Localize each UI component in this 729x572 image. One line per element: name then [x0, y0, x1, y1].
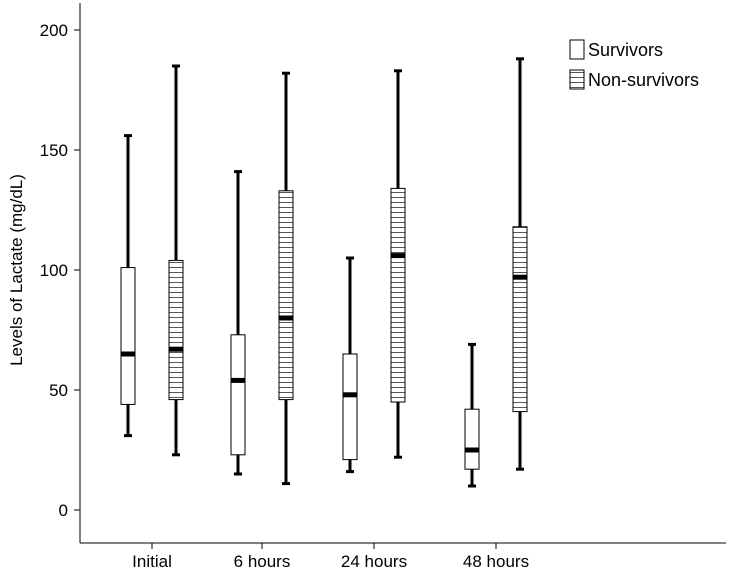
- y-tick-label: 0: [59, 501, 68, 520]
- legend-swatch-non-survivors: [569, 69, 585, 90]
- median-line: [465, 447, 479, 453]
- box-non-survivors-0: [168, 64, 184, 457]
- box-iqr: [464, 408, 480, 470]
- x-tick-label: 24 hours: [341, 552, 407, 571]
- y-tick-label: 50: [49, 381, 68, 400]
- median-line: [513, 274, 527, 280]
- legend-label-survivors: Survivors: [588, 40, 663, 60]
- legend-swatch-survivors: [569, 39, 585, 60]
- box-iqr: [342, 353, 358, 461]
- axes: [79, 3, 726, 544]
- y-ticks: 0 50 100 150 200: [40, 21, 80, 520]
- legend-label-non-survivors: Non-survivors: [588, 70, 699, 90]
- box-survivors-2: [342, 256, 358, 474]
- box-iqr: [390, 187, 406, 403]
- box-survivors-1: [230, 170, 246, 476]
- median-line: [231, 377, 245, 383]
- x-tick-label: Initial: [132, 552, 172, 571]
- box-non-survivors-1: [278, 71, 294, 486]
- box-survivors-0: [120, 134, 136, 438]
- legend: Survivors Non-survivors: [569, 39, 699, 90]
- box-iqr: [278, 190, 294, 401]
- y-tick-label: 200: [40, 21, 68, 40]
- median-line: [279, 315, 293, 321]
- median-line: [343, 392, 357, 398]
- median-line: [169, 346, 183, 352]
- box-iqr: [230, 334, 246, 456]
- boxes: [120, 57, 528, 488]
- median-line: [391, 253, 405, 259]
- box-iqr: [168, 259, 184, 401]
- y-tick-label: 100: [40, 261, 68, 280]
- box-non-survivors-3: [512, 57, 528, 471]
- y-tick-label: 150: [40, 141, 68, 160]
- x-tick-label: 48 hours: [463, 552, 529, 571]
- x-tick-label: 6 hours: [234, 552, 291, 571]
- x-ticks: Initial 6 hours 24 hours 48 hours: [132, 543, 529, 571]
- median-line: [121, 351, 135, 357]
- box-iqr: [512, 226, 528, 413]
- y-axis-label: Levels of Lactate (mg/dL): [7, 174, 26, 366]
- box-iqr: [120, 267, 136, 405]
- box-non-survivors-2: [390, 69, 406, 459]
- box-survivors-3: [464, 342, 480, 488]
